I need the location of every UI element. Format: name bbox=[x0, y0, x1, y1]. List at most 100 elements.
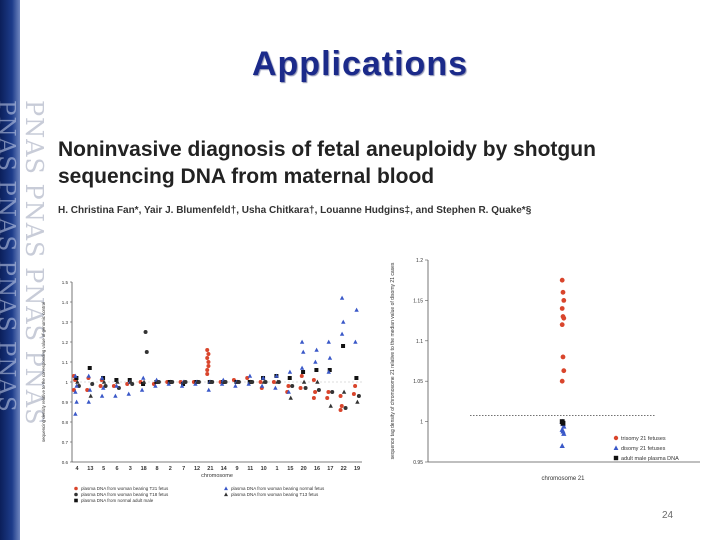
pnas-watermark-strip: PNAS PNAS PNAS PNAS bbox=[0, 100, 21, 450]
right-x-axis-label: chromosome 21 bbox=[541, 476, 585, 482]
left-data-point bbox=[315, 379, 320, 384]
left-data-point bbox=[301, 379, 307, 384]
left-data-point bbox=[99, 393, 105, 398]
right-legend-label: adult male plasma DNA bbox=[621, 456, 679, 462]
left-x-axis-label: chromosome bbox=[201, 473, 233, 479]
left-data-point bbox=[87, 387, 93, 392]
left-data-point bbox=[273, 385, 278, 390]
paper-title-line-1: Noninvasive diagnosis of fetal aneuploid… bbox=[58, 138, 596, 161]
right-y-tick-label: 1.1 bbox=[416, 339, 423, 345]
left-data-point bbox=[101, 379, 107, 384]
left-legend-marker bbox=[224, 486, 228, 491]
right-data-point bbox=[561, 298, 567, 303]
left-data-point bbox=[341, 319, 346, 324]
left-data-point bbox=[313, 390, 318, 394]
left-legend-marker bbox=[74, 498, 78, 503]
left-legend-marker bbox=[224, 492, 228, 497]
right-data-point bbox=[559, 378, 565, 384]
left-data-point bbox=[353, 384, 358, 388]
left-data-point bbox=[356, 394, 361, 398]
left-data-point bbox=[353, 339, 358, 344]
left-data-point bbox=[73, 389, 78, 394]
right-y-tick-label: 1.15 bbox=[413, 298, 423, 304]
left-x-tick-label: 7 bbox=[182, 466, 185, 472]
paper-title: Noninvasive diagnosis of fetal aneuploid… bbox=[58, 136, 698, 190]
left-data-point bbox=[339, 295, 345, 300]
right-data-point bbox=[560, 289, 566, 295]
left-data-point bbox=[326, 339, 331, 344]
left-x-tick-label: 3 bbox=[129, 466, 132, 472]
left-data-point bbox=[314, 368, 319, 372]
left-data-point bbox=[206, 352, 211, 356]
left-data-point bbox=[288, 395, 293, 400]
left-x-tick-label: 11 bbox=[247, 466, 253, 472]
left-data-point bbox=[101, 385, 106, 390]
left-data-point bbox=[326, 390, 331, 394]
left-data-point bbox=[259, 383, 265, 388]
left-data-point bbox=[144, 350, 149, 354]
left-data-point bbox=[271, 380, 276, 384]
right-data-point bbox=[560, 354, 566, 360]
left-data-point bbox=[181, 382, 186, 386]
left-data-point bbox=[355, 399, 360, 404]
left-data-point bbox=[86, 373, 91, 378]
left-data-point bbox=[338, 408, 343, 412]
left-data-point bbox=[301, 370, 306, 374]
left-data-point bbox=[88, 393, 93, 398]
slide-title: Applications bbox=[251, 45, 469, 83]
left-data-point bbox=[274, 373, 279, 378]
left-data-point bbox=[287, 376, 292, 380]
left-data-point bbox=[248, 379, 253, 384]
paper-title-line-2: sequencing DNA from maternal blood bbox=[58, 165, 435, 188]
right-data-point bbox=[560, 420, 566, 426]
left-data-point bbox=[354, 376, 359, 380]
left-data-point bbox=[339, 331, 345, 336]
left-data-point bbox=[233, 383, 238, 388]
left-data-point bbox=[301, 349, 306, 354]
left-data-point bbox=[314, 347, 319, 352]
left-y-tick-label: 1.2 bbox=[62, 340, 69, 345]
left-y-tick-label: 1.5 bbox=[62, 280, 69, 285]
left-data-point bbox=[115, 379, 120, 384]
left-data-point bbox=[205, 368, 210, 372]
left-y-tick-label: 1.1 bbox=[62, 360, 69, 365]
right-data-point bbox=[561, 315, 567, 321]
left-data-point bbox=[261, 379, 267, 384]
left-x-tick-label: 9 bbox=[235, 466, 238, 472]
right-y-tick-label: 1 bbox=[420, 420, 423, 426]
left-data-point bbox=[343, 406, 348, 410]
left-data-point bbox=[341, 344, 346, 348]
left-x-tick-label: 21 bbox=[207, 466, 213, 472]
left-data-point bbox=[327, 355, 333, 360]
left-data-point bbox=[205, 356, 210, 360]
left-legend-label: plasma DNA from woman bearing T18 fetus bbox=[81, 492, 169, 497]
right-legend-marker bbox=[613, 435, 619, 441]
left-data-point bbox=[155, 379, 160, 384]
left-data-point bbox=[354, 307, 359, 312]
left-data-point bbox=[74, 399, 79, 404]
left-accent-band bbox=[0, 0, 20, 540]
left-x-tick-label: 8 bbox=[155, 466, 158, 472]
right-y-tick-label: 1.05 bbox=[413, 379, 423, 385]
left-data-point bbox=[275, 379, 280, 384]
left-data-point bbox=[311, 378, 316, 382]
left-legend-marker bbox=[74, 492, 78, 497]
left-data-point bbox=[74, 383, 79, 388]
left-data-point bbox=[179, 383, 185, 388]
left-legend-label: plasma DNA from woman bearing T13 fetus bbox=[231, 492, 319, 497]
left-data-point bbox=[205, 348, 210, 352]
left-data-point bbox=[327, 368, 332, 372]
left-data-point bbox=[113, 393, 118, 398]
left-data-point bbox=[286, 389, 291, 394]
left-x-tick-label: 16 bbox=[314, 466, 320, 472]
left-data-point bbox=[87, 366, 92, 370]
left-data-point bbox=[338, 394, 343, 398]
pnas-watermark: PNAS PNAS PNAS PNAS bbox=[0, 100, 19, 413]
right-data-point bbox=[559, 277, 565, 283]
left-data-point bbox=[258, 380, 263, 384]
left-y-tick-label: 0.8 bbox=[62, 420, 69, 425]
left-data-point bbox=[73, 411, 78, 416]
right-data-point bbox=[561, 368, 567, 374]
left-data-point bbox=[325, 396, 330, 400]
left-y-tick-label: 1.4 bbox=[62, 300, 69, 305]
